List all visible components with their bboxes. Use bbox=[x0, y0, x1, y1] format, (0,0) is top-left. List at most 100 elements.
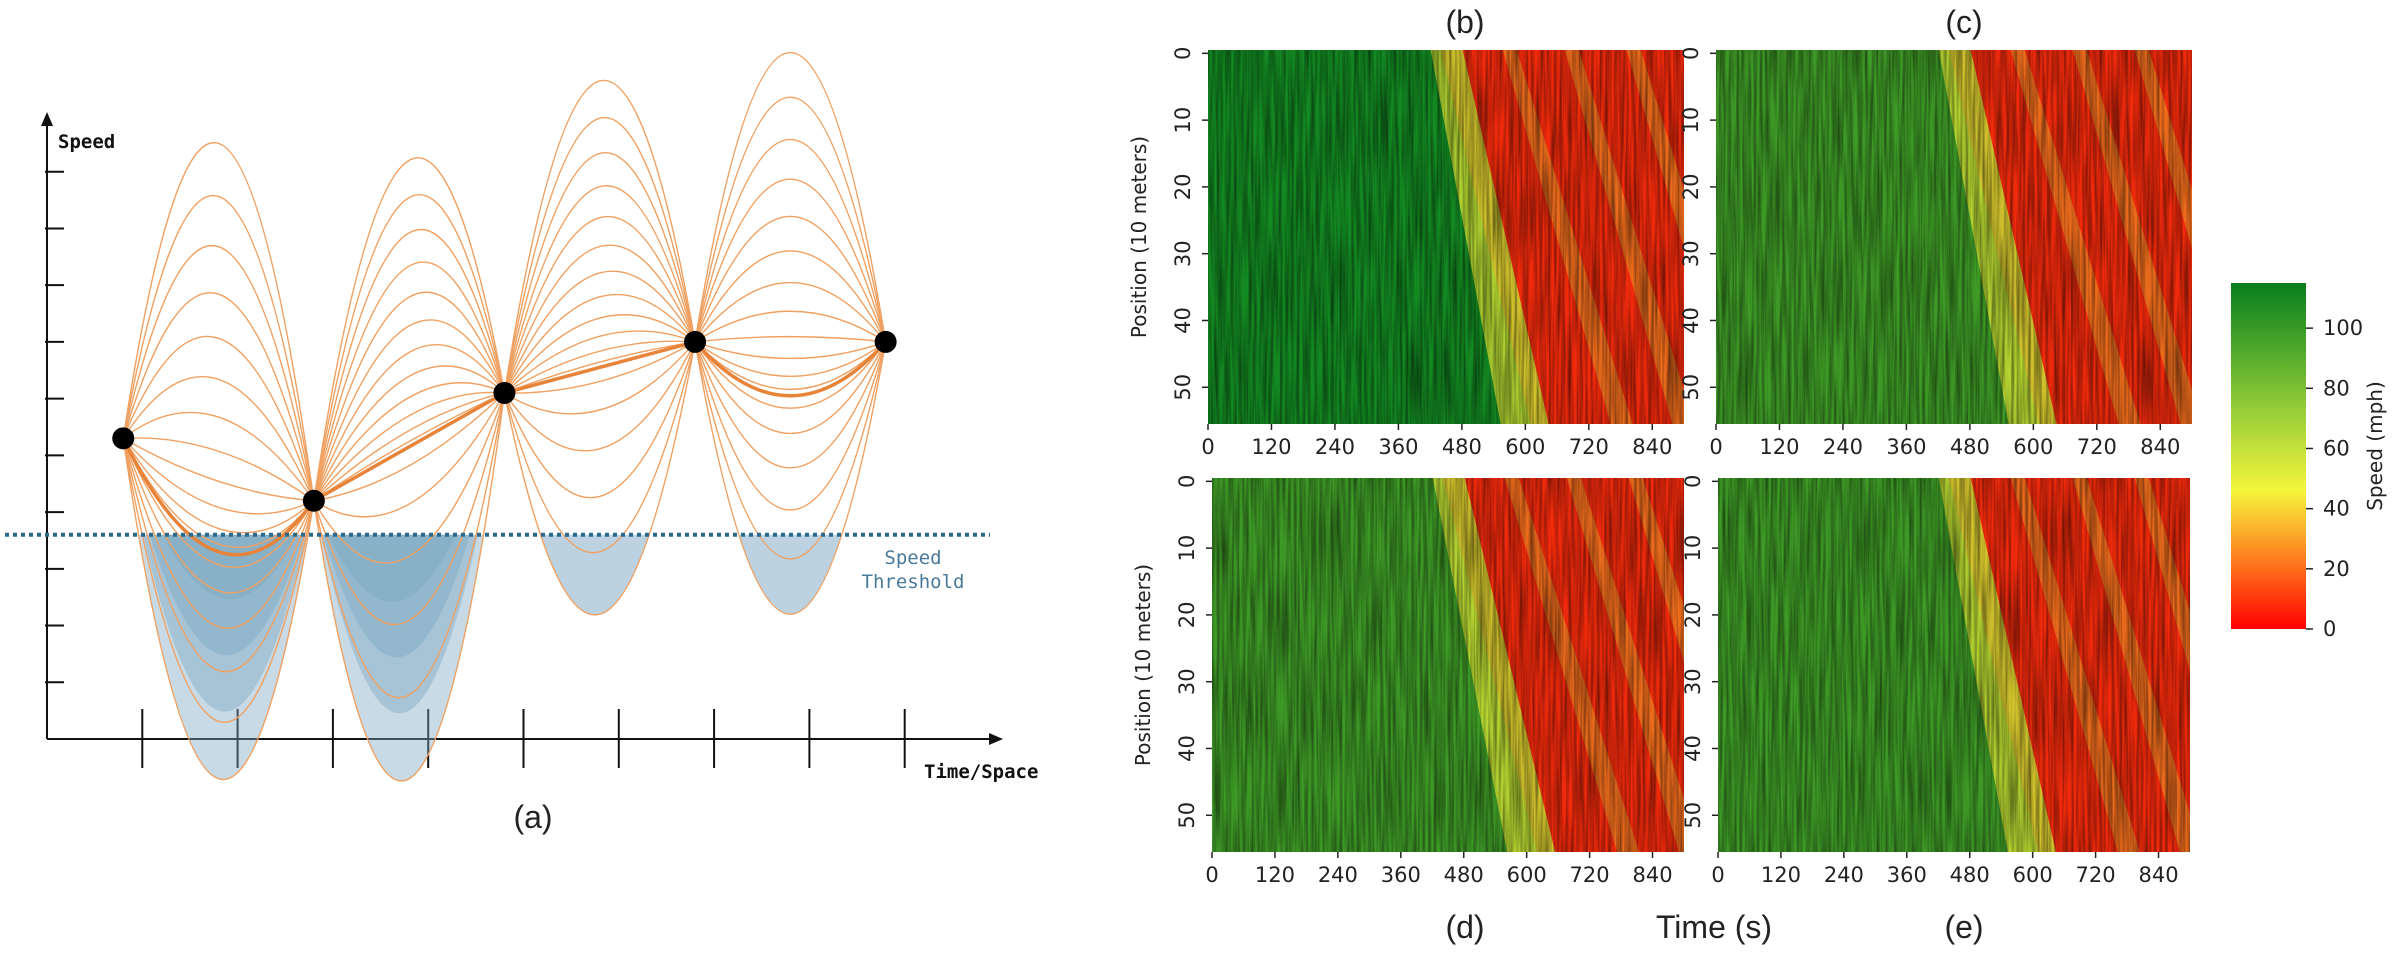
sample-curve bbox=[503, 185, 696, 394]
x-tick-label: 0 bbox=[1711, 863, 1724, 887]
sample-curve bbox=[504, 341, 696, 415]
sample-curve bbox=[122, 376, 315, 502]
x-axis-arrow bbox=[989, 733, 1003, 745]
observed-point bbox=[874, 330, 897, 353]
x-tick-label: 240 bbox=[1318, 863, 1358, 887]
x-tick-label: 360 bbox=[1381, 863, 1421, 887]
sample-curve bbox=[313, 392, 505, 502]
observed-point bbox=[302, 489, 325, 512]
sample-curve bbox=[122, 437, 314, 502]
y-tick-label: 40 bbox=[1171, 307, 1195, 334]
y-axis-label: Speed bbox=[58, 131, 115, 153]
sample-curve bbox=[122, 142, 315, 501]
x-tick-label: 600 bbox=[2013, 435, 2053, 459]
sample-curve bbox=[313, 228, 506, 501]
sample-curve bbox=[694, 341, 887, 560]
x-tick-label: 480 bbox=[1444, 863, 1484, 887]
x-tick-label: 480 bbox=[1950, 863, 1990, 887]
x-tick-label: 240 bbox=[1824, 863, 1864, 887]
x-tick-label: 600 bbox=[1507, 863, 1547, 887]
shaded-region bbox=[323, 534, 471, 658]
sample-curve bbox=[313, 391, 505, 502]
panel-a: Speed Time/Space Speed Threshold bbox=[5, 51, 1038, 783]
sample-curve bbox=[313, 382, 505, 502]
panel-c-caption: (c) bbox=[1945, 4, 1982, 40]
observed-point bbox=[684, 330, 707, 353]
sample-curve bbox=[313, 392, 506, 518]
y-tick-label: 30 bbox=[1679, 240, 1703, 267]
panel-d-caption: (d) bbox=[1445, 909, 1484, 945]
sample-curve bbox=[313, 365, 505, 502]
texture bbox=[1212, 478, 1684, 852]
x-tick-label: 840 bbox=[2138, 863, 2178, 887]
colorbar-tick-label: 20 bbox=[2323, 557, 2350, 581]
panel-b-caption: (b) bbox=[1445, 4, 1484, 40]
x-tick-label: 480 bbox=[1950, 435, 1990, 459]
y-tick-label: 10 bbox=[1171, 107, 1195, 134]
colorbar-tick-label: 40 bbox=[2323, 497, 2350, 521]
x-tick-label: 480 bbox=[1442, 435, 1482, 459]
y-tick-label: 0 bbox=[1175, 475, 1199, 488]
sample-curve bbox=[313, 157, 506, 501]
x-tick-label: 0 bbox=[1205, 863, 1218, 887]
y-tick-label: 50 bbox=[1679, 374, 1703, 401]
y-tick-label: 30 bbox=[1171, 240, 1195, 267]
sample-curve bbox=[122, 438, 315, 723]
x-tick-label: 840 bbox=[1632, 863, 1672, 887]
sample-curve bbox=[694, 282, 887, 343]
sample-curve bbox=[122, 335, 315, 501]
sample-curve bbox=[122, 438, 315, 629]
sample-curve bbox=[122, 411, 315, 502]
x-axis-label: Time/Space bbox=[924, 761, 1038, 783]
x-tick-label: 240 bbox=[1823, 435, 1863, 459]
sample-curve bbox=[503, 341, 696, 452]
y-tick-label: 10 bbox=[1175, 535, 1199, 562]
sample-curve bbox=[503, 79, 696, 394]
threshold-annotation-line: Threshold bbox=[862, 571, 965, 593]
sample-curve bbox=[313, 392, 505, 502]
x-tick-label: 720 bbox=[2077, 435, 2117, 459]
sample-curve bbox=[503, 116, 696, 394]
texture bbox=[1718, 478, 2190, 852]
sample-curve bbox=[504, 340, 696, 394]
shaded-region bbox=[143, 534, 307, 712]
mean-path bbox=[693, 340, 887, 398]
colorbar-tick-label: 100 bbox=[2323, 316, 2363, 340]
sample-curve bbox=[122, 438, 315, 549]
sample-curve bbox=[503, 216, 696, 394]
sample-curve bbox=[313, 392, 506, 699]
heatmap-body bbox=[1716, 50, 2192, 424]
sample-curve bbox=[122, 437, 315, 515]
heatmap-b: 0 120 240 360 480 600 720 840 0 10 20 30 40 50 Positio… bbox=[1127, 47, 1684, 459]
mean-path bbox=[121, 437, 316, 557]
sample-curve bbox=[694, 96, 887, 343]
sample-curve bbox=[313, 261, 506, 501]
y-tick-label: 40 bbox=[1679, 307, 1703, 334]
x-tick-label: 120 bbox=[1761, 863, 1801, 887]
sample-curve bbox=[122, 291, 315, 501]
heatmap-panels: 0 120 240 360 480 600 720 840 0 10 20 30 40 50 Positio… bbox=[1127, 47, 2192, 887]
sample-curve bbox=[694, 250, 887, 343]
x-tick-label: 720 bbox=[2076, 863, 2116, 887]
x-tick-label: 0 bbox=[1709, 435, 1722, 459]
sample-curve bbox=[503, 341, 696, 616]
sample-curve bbox=[694, 341, 887, 391]
observed-point bbox=[493, 381, 516, 404]
mean-path bbox=[312, 391, 506, 503]
y-tick-label: 10 bbox=[1681, 535, 1705, 562]
sample-curve bbox=[122, 244, 315, 501]
x-tick-label: 840 bbox=[2140, 435, 2180, 459]
sample-curve bbox=[313, 392, 506, 626]
y-tick-label: 50 bbox=[1175, 802, 1199, 829]
shared-x-axis-label: Time (s) bbox=[1656, 909, 1772, 945]
mean-path bbox=[503, 340, 696, 395]
sample-curve bbox=[503, 341, 696, 554]
sample-curve bbox=[503, 270, 696, 394]
threshold-annotation: Speed Threshold bbox=[862, 547, 965, 593]
x-tick-label: 600 bbox=[2013, 863, 2053, 887]
y-tick-label: 0 bbox=[1171, 47, 1195, 60]
shaded-region bbox=[328, 534, 456, 602]
x-tick-label: 840 bbox=[1632, 435, 1672, 459]
sample-curve bbox=[694, 178, 887, 343]
